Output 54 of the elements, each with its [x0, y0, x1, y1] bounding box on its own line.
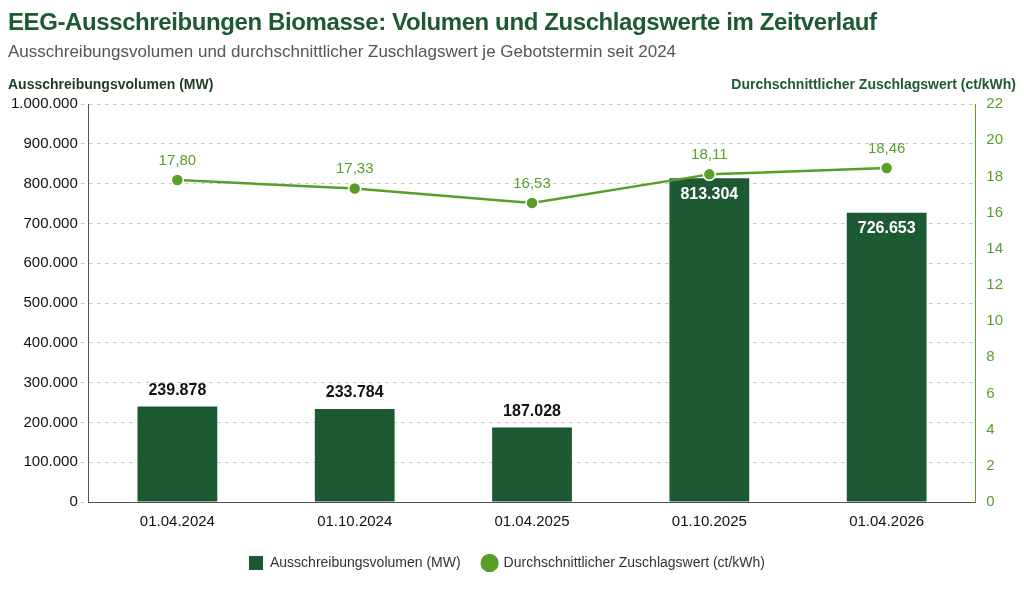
- y-tick-label: 200.000: [23, 412, 78, 430]
- y-tick-label: 700.000: [23, 213, 78, 231]
- y-axis-title: Ausschreibungsvolumen (MW): [8, 76, 214, 92]
- data-label: 17,33: [335, 159, 374, 177]
- data-label: 16,53: [513, 173, 551, 191]
- data-label: 239.878: [148, 380, 207, 398]
- y-tick-label: 500.000: [23, 293, 78, 311]
- legend-label: Ausschreibungsvolumen (MW): [269, 553, 461, 570]
- x-tick-label: 01.10.2025: [671, 512, 747, 530]
- y-tick-label: 0: [69, 492, 78, 510]
- y2-tick-label: 14: [986, 238, 1003, 256]
- x-tick-label: 01.10.2024: [317, 512, 393, 530]
- point: [170, 173, 185, 187]
- y2-tick-label: 22: [986, 94, 1003, 112]
- y2-tick-label: 8: [986, 347, 995, 365]
- y2-tick-label: 0: [986, 492, 995, 510]
- y-tick-label: 1.000.000: [11, 94, 78, 112]
- point: [525, 196, 539, 210]
- x-tick-label: 01.04.2026: [849, 512, 925, 530]
- point: [879, 161, 894, 175]
- data-label: 813.304: [680, 184, 739, 202]
- y-tick-label: 600.000: [23, 253, 78, 271]
- y2-tick-label: 16: [986, 202, 1003, 220]
- point: [347, 181, 362, 196]
- bar: [314, 408, 395, 502]
- y2-tick-label: 18: [986, 166, 1003, 184]
- y-tick-label: 400.000: [23, 332, 78, 350]
- y2-tick-label: 2: [986, 455, 995, 473]
- data-label: 233.784: [325, 383, 384, 401]
- data-label: 726.653: [857, 219, 916, 237]
- data-label: 187.028: [503, 401, 562, 419]
- y-tick-label: 800.000: [23, 173, 78, 191]
- y-tick-label: 900.000: [23, 133, 78, 151]
- data-label: 18,46: [867, 138, 906, 156]
- y2-tick-label: 4: [986, 419, 995, 437]
- data-label: 18,11: [691, 145, 728, 163]
- y2-tick-label: 20: [986, 130, 1003, 148]
- x-tick-label: 01.04.2024: [139, 512, 215, 530]
- y2-tick-label: 12: [986, 275, 1003, 293]
- x-tick-label: 01.04.2025: [494, 512, 570, 530]
- legend-label: Durchschnittlicher Zuschlagswert (ct/kWh): [503, 553, 766, 570]
- bar: [492, 427, 572, 502]
- bar: [669, 178, 750, 502]
- y2-tick-label: 10: [986, 311, 1003, 329]
- data-label: 17,80: [158, 150, 197, 168]
- y2-axis-title: Durchschnittlicher Zuschlagswert (ct/kWh): [731, 76, 1016, 92]
- point: [702, 167, 717, 182]
- bar: [137, 406, 218, 502]
- chart-subtitle: Ausschreibungsvolumen und durchschnittlicher Zuschlagswert je Gebotstermin seit 2024: [8, 42, 678, 62]
- y-tick-label: 100.000: [23, 452, 78, 470]
- y-tick-label: 300.000: [23, 372, 78, 390]
- chart-title: EEG-Ausschreibungen Biomasse: Volumen und Zuschlagswerte im Zeitverlauf: [8, 8, 878, 36]
- y2-tick-label: 6: [986, 383, 995, 401]
- bar: [846, 212, 927, 502]
